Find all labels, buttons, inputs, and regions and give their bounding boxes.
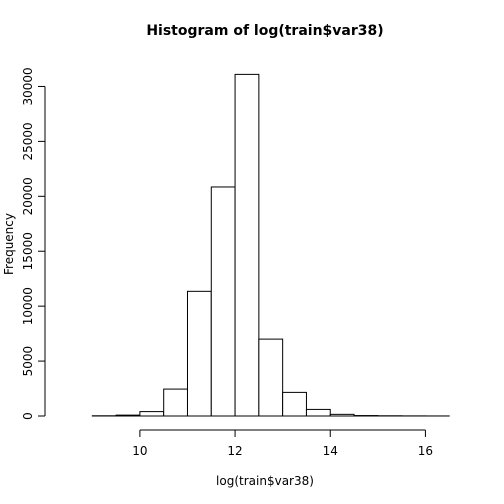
y-tick-label: 0 xyxy=(21,412,35,420)
chart-title: Histogram of log(train$var38) xyxy=(146,23,383,39)
x-tick-label: 10 xyxy=(132,444,147,458)
histogram-bar xyxy=(210,186,236,417)
y-axis-label: Frequency xyxy=(2,213,16,275)
y-tick-label: 10000 xyxy=(21,287,35,325)
histogram-bar xyxy=(139,411,165,417)
histogram-bar xyxy=(186,290,212,417)
histogram-bar xyxy=(282,391,307,417)
histogram-bar xyxy=(234,73,260,417)
x-axis: 10 12 14 16 xyxy=(132,429,433,458)
x-tick-label: 14 xyxy=(323,444,338,458)
bars-group xyxy=(91,73,450,417)
y-tick-label: 15000 xyxy=(21,232,35,270)
histogram-bar xyxy=(163,388,188,417)
x-axis-label: log(train$var38) xyxy=(216,474,314,488)
y-tick-label: 25000 xyxy=(21,122,35,160)
y-tick-label: 30000 xyxy=(21,67,35,105)
histogram-bar xyxy=(115,414,141,417)
y-axis: 0 5000 10000 15000 20000 25000 30000 xyxy=(21,67,46,420)
histogram-bar xyxy=(329,413,355,417)
y-tick-label: 20000 xyxy=(21,177,35,215)
x-tick-label: 16 xyxy=(418,444,433,458)
y-tick-label: 5000 xyxy=(21,346,35,377)
histogram-bar xyxy=(305,408,331,417)
histogram-bar xyxy=(258,338,284,417)
x-tick-label: 12 xyxy=(227,444,242,458)
